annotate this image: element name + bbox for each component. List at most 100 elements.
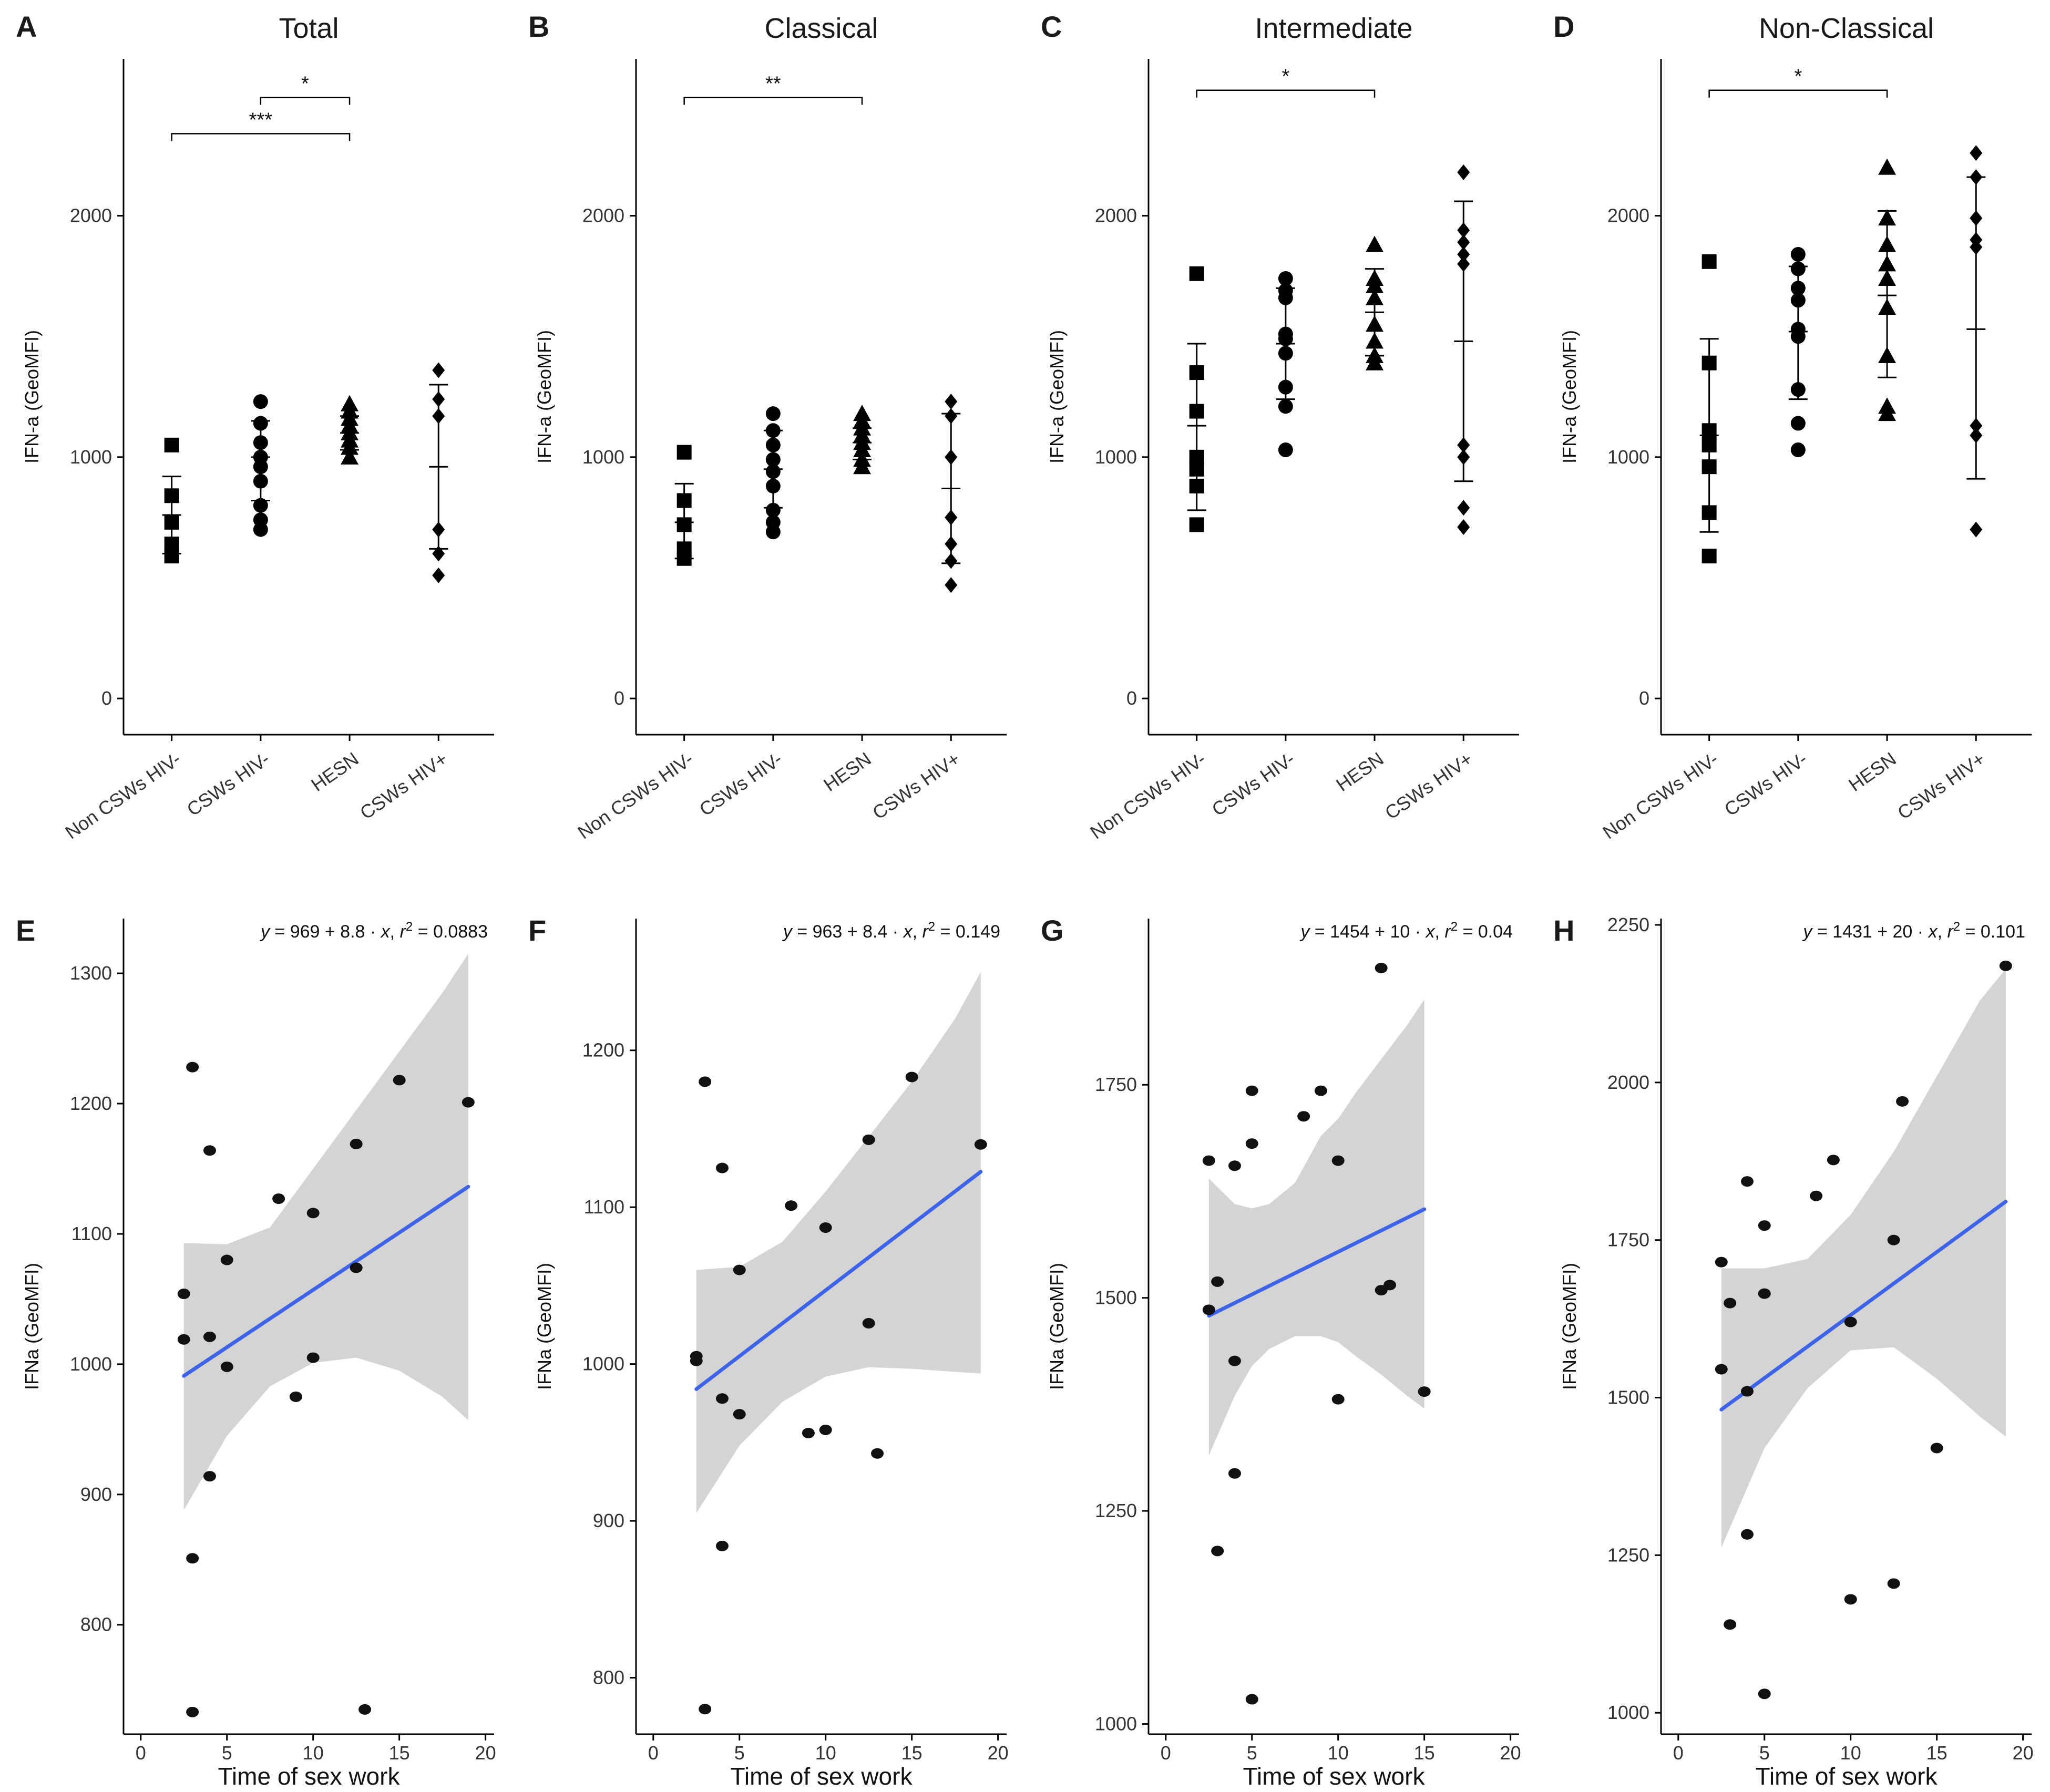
equation-part: , (1434, 922, 1444, 942)
y-tick-label: 2000 (1607, 205, 1649, 226)
data-point (1790, 281, 1806, 296)
data-point (164, 549, 179, 564)
y-tick-label: 1000 (1095, 446, 1137, 468)
data-point (1189, 404, 1204, 419)
data-point (1189, 365, 1204, 380)
data-point (164, 437, 179, 452)
data-point (1189, 517, 1204, 532)
y-tick-label: 1300 (70, 962, 112, 984)
significance-label: *** (249, 109, 273, 131)
x-tick-label: Non CSWs HIV- (1598, 748, 1722, 843)
panel-title: Intermediate (1255, 13, 1412, 44)
x-tick-label: 0 (1673, 1742, 1684, 1764)
y-axis-title: IFNa (GeoMFI) (1046, 1263, 1068, 1390)
data-point (765, 452, 781, 467)
panel-letter: G (1041, 914, 1064, 947)
data-point (1366, 276, 1384, 293)
equation-part: = 0.101 (1960, 922, 2025, 942)
equation-part: = 0.0883 (413, 922, 488, 942)
data-point (765, 437, 781, 452)
data-point (945, 536, 958, 552)
equation-part: 2 (406, 920, 413, 934)
data-point (1715, 1364, 1728, 1375)
data-point (1896, 1096, 1909, 1107)
data-point (862, 1134, 875, 1145)
y-tick-label: 1000 (582, 1353, 624, 1375)
data-point (1457, 164, 1470, 180)
panel-letter: C (1041, 10, 1062, 43)
data-point (1457, 222, 1470, 239)
data-point (1245, 1138, 1258, 1149)
data-point (220, 1254, 233, 1265)
y-axis-title: IFN-a (GeoMFI) (534, 330, 555, 464)
data-point (289, 1391, 302, 1402)
data-point (253, 459, 268, 475)
panel-title: Total (279, 13, 339, 44)
equation-part: x (1424, 922, 1435, 942)
regression-equation: y = 1431 + 20 · x, r2 = 0.101 (1802, 920, 2025, 942)
data-point (733, 1264, 746, 1275)
y-tick-label: 1250 (1095, 1500, 1137, 1521)
data-point (699, 1704, 712, 1715)
panel-c-intermediate: C Intermediate 0 1000 2000 IFN-a (GeoMFI) Non … (1041, 10, 1519, 843)
data-point (1878, 158, 1897, 175)
equation-part: = 1454 + 10 · (1309, 922, 1426, 942)
x-tick-label: CSWs HIV+ (868, 748, 964, 823)
data-point (853, 458, 872, 475)
data-point (393, 1075, 406, 1086)
confidence-band (696, 972, 981, 1513)
panel-letter: H (1553, 914, 1574, 947)
data-point (1790, 247, 1806, 262)
equation-part: r (400, 922, 407, 942)
x-tick-label: 10 (1840, 1742, 1861, 1764)
data-point (432, 408, 445, 424)
data-point (177, 1289, 190, 1300)
data-point (1245, 1694, 1258, 1705)
data-point (341, 448, 359, 465)
x-tick-label: HESN (307, 748, 362, 796)
data-point (1740, 1529, 1754, 1540)
data-point (785, 1200, 798, 1211)
regression-equation: y = 1454 + 10 · x, r2 = 0.04 (1299, 920, 1513, 942)
x-tick-label: 0 (648, 1742, 659, 1764)
y-tick-label: 900 (80, 1484, 112, 1505)
data-point (1790, 293, 1806, 308)
data-point (1702, 355, 1717, 370)
data-point (1758, 1220, 1771, 1231)
data-point (1228, 1160, 1241, 1171)
data-point (1827, 1155, 1840, 1166)
data-point (1189, 478, 1204, 493)
data-point (1457, 437, 1470, 453)
data-point (862, 1318, 875, 1329)
data-point (1702, 437, 1717, 452)
significance-bracket (1196, 89, 1376, 98)
data-point (765, 524, 781, 540)
x-tick-label: 20 (988, 1742, 1009, 1764)
data-point (1383, 1280, 1397, 1291)
data-point (945, 394, 958, 410)
y-tick-label: 1000 (1607, 1702, 1649, 1723)
panel-title: Non-Classical (1759, 13, 1934, 44)
data-point (1970, 145, 1983, 161)
x-tick-label: 20 (475, 1742, 496, 1764)
data-point (974, 1139, 987, 1150)
y-tick-label: 1200 (70, 1093, 112, 1114)
data-point (1278, 442, 1293, 458)
equation-part: , (913, 922, 922, 942)
x-tick-label: 5 (222, 1742, 232, 1764)
data-point (715, 1393, 729, 1404)
data-point (1297, 1111, 1310, 1122)
data-point (203, 1331, 216, 1342)
x-tick-label: 5 (734, 1742, 745, 1764)
data-point (1887, 1578, 1900, 1589)
equation-part: r (922, 922, 929, 942)
data-point (177, 1334, 190, 1345)
data-point (253, 498, 268, 513)
x-tick-label: CSWs HIV+ (1381, 748, 1477, 823)
panel-h-regression: H 1000 1250 1500 1750 2000 2250 IFNa (GeoMFI) 0 5… (1553, 914, 2034, 1790)
data-point (220, 1361, 233, 1372)
x-tick-label: 15 (901, 1742, 922, 1764)
y-axis-title: IFNa (GeoMFI) (534, 1263, 555, 1390)
data-point (1211, 1276, 1224, 1287)
y-tick-label: 0 (614, 687, 624, 709)
